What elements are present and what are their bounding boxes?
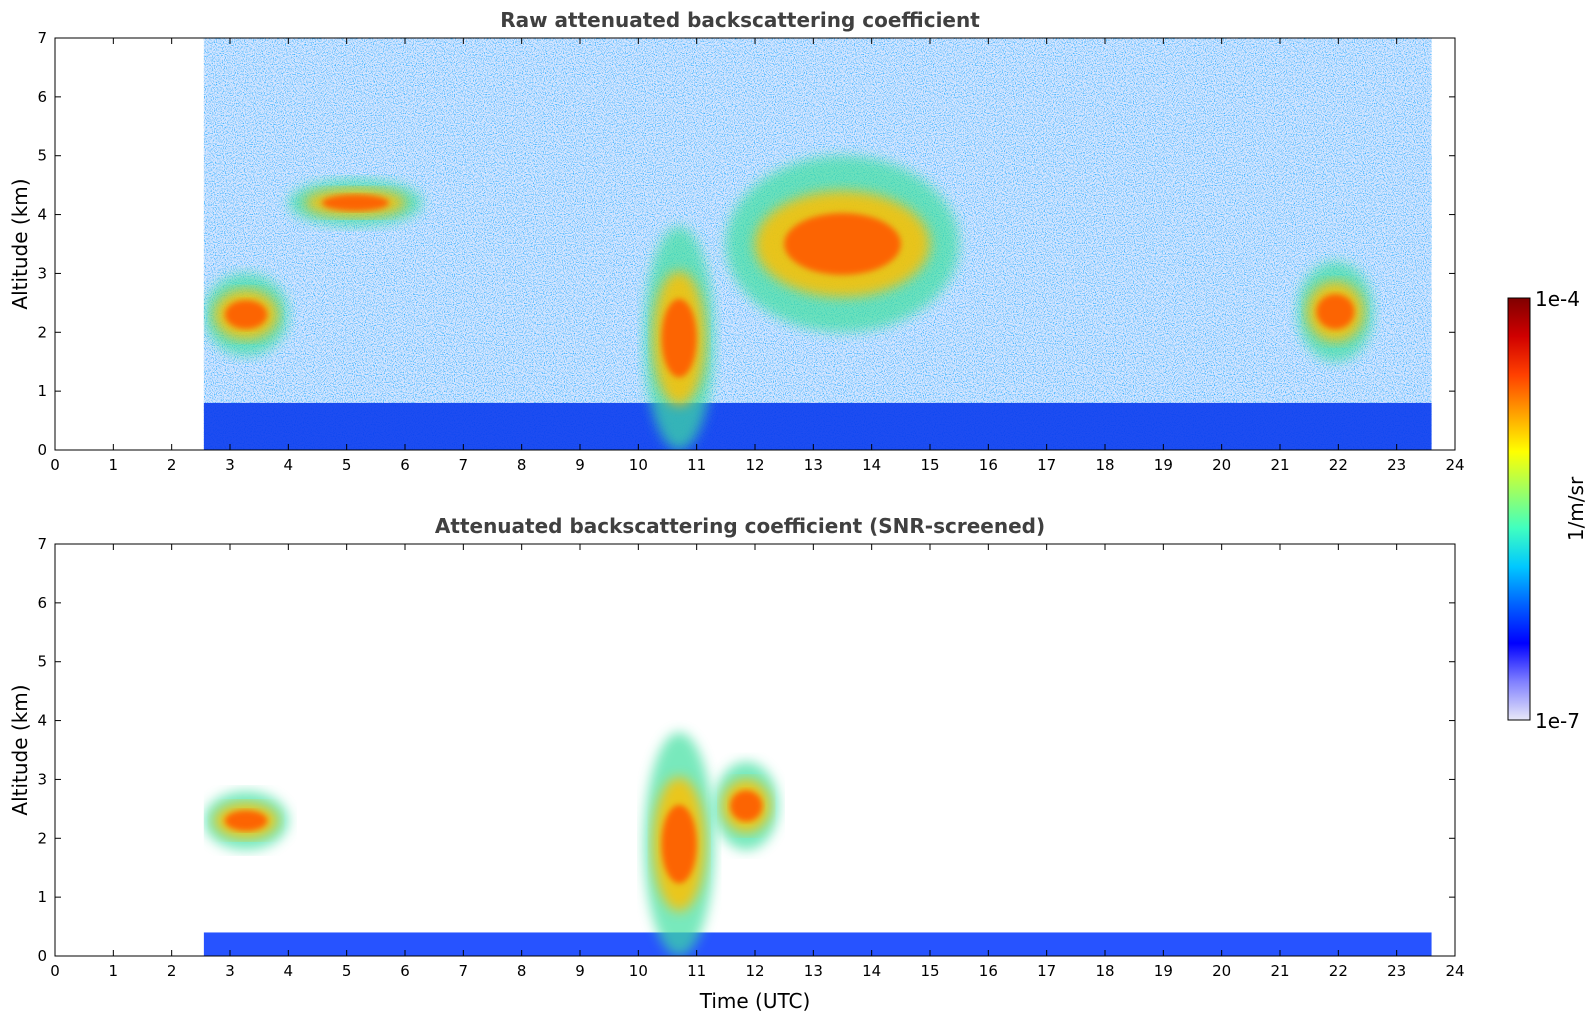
x-tick-label: 13 [804,456,823,474]
x-tick-label: 23 [1387,962,1406,980]
y-axis-label: Altitude (km) [8,684,32,815]
chart-raw-backscatter: Raw attenuated backscattering coefficien… [8,8,1465,474]
x-tick-label: 2 [167,456,177,474]
y-tick-label: 6 [37,594,47,612]
x-tick-label: 14 [862,456,881,474]
cloud-layer-core [224,810,268,831]
x-tick-label: 2 [167,962,177,980]
y-tick-label: 6 [37,88,47,106]
x-tick-label: 21 [1270,456,1289,474]
y-tick-label: 0 [37,441,47,459]
cloud-layer-core [661,805,697,884]
colorbar: 1e-4 1e-7 1/m/sr [1507,287,1588,733]
x-tick-label: 0 [50,962,60,980]
x-tick-label: 11 [687,962,706,980]
x-tick-label: 10 [629,962,648,980]
x-tick-label: 19 [1154,456,1173,474]
x-tick-label: 10 [629,456,648,474]
chart-snr-screened-backscatter: Attenuated backscattering coefficient (S… [8,514,1465,1013]
x-tick-label: 21 [1270,962,1289,980]
y-tick-label: 1 [37,382,47,400]
y-tick-label: 5 [37,653,47,671]
colorbar-min-label: 1e-7 [1535,709,1580,733]
x-axis-label: Time (UTC) [699,989,811,1013]
x-tick-label: 18 [1095,962,1114,980]
x-tick-label: 3 [225,962,235,980]
y-tick-label: 2 [37,829,47,847]
x-tick-label: 4 [284,456,294,474]
y-tick-label: 7 [37,535,47,553]
x-tick-label: 6 [400,962,410,980]
x-tick-label: 8 [517,456,527,474]
x-tick-label: 12 [745,456,764,474]
x-tick-label: 5 [342,456,352,474]
x-tick-label: 1 [109,962,119,980]
x-tick-label: 16 [979,456,998,474]
x-tick-label: 7 [459,456,469,474]
y-tick-label: 1 [37,888,47,906]
x-tick-label: 15 [920,962,939,980]
x-tick-label: 17 [1037,962,1056,980]
x-tick-label: 11 [687,456,706,474]
x-tick-label: 17 [1037,456,1056,474]
x-tick-label: 16 [979,962,998,980]
x-tick-label: 13 [804,962,823,980]
chart-title: Raw attenuated backscattering coefficien… [500,8,980,32]
y-tick-label: 0 [37,947,47,965]
x-tick-label: 22 [1329,456,1348,474]
y-tick-label: 7 [37,29,47,47]
x-tick-label: 9 [575,456,585,474]
x-tick-label: 5 [342,962,352,980]
plot-area [203,732,1432,956]
y-tick-label: 3 [37,264,47,282]
x-tick-label: 14 [862,962,881,980]
cloud-layer-core [1316,294,1355,330]
x-tick-label: 3 [225,456,235,474]
x-tick-label: 24 [1445,962,1464,980]
x-ticks: 0 1 2 3 4 5 6 7 8 9 10 11 12 13 14 15 16 17 18 19 20 21 22 23 24 [50,544,1465,980]
x-tick-label: 0 [50,456,60,474]
x-ticks: 0 1 2 3 4 5 6 7 8 9 10 11 12 13 14 15 16 17 18 19 20 21 22 23 24 [50,38,1465,474]
colorbar-max-label: 1e-4 [1535,287,1580,311]
x-tick-label: 6 [400,456,410,474]
x-tick-label: 20 [1212,456,1231,474]
axes-frame [54,543,1456,957]
y-tick-label: 5 [37,147,47,165]
y-tick-label: 4 [37,206,47,224]
cloud-layer-core [321,194,389,212]
cloud-layer-core [661,299,697,378]
y-ticks: 0 1 2 3 4 5 6 7 [37,535,1455,965]
x-tick-label: 23 [1387,456,1406,474]
x-tick-label: 20 [1212,962,1231,980]
colorbar-scale [1507,297,1531,721]
x-tick-label: 15 [920,456,939,474]
x-tick-label: 19 [1154,962,1173,980]
cloud-layer-core [730,790,763,822]
y-tick-label: 3 [37,770,47,788]
y-tick-label: 4 [37,712,47,730]
y-axis-label: Altitude (km) [8,178,32,309]
x-tick-label: 4 [284,962,294,980]
x-tick-label: 9 [575,962,585,980]
y-tick-label: 2 [37,323,47,341]
x-tick-label: 22 [1329,962,1348,980]
y-ticks: 0 1 2 3 4 5 6 7 [37,29,1455,459]
x-tick-label: 8 [517,962,527,980]
x-tick-label: 24 [1445,456,1464,474]
plot-area [203,38,1432,450]
x-tick-label: 12 [745,962,764,980]
chart-title: Attenuated backscattering coefficient (S… [435,514,1045,538]
cloud-layer-core [784,213,901,275]
x-tick-label: 7 [459,962,469,980]
x-tick-label: 1 [109,456,119,474]
colorbar-label: 1/m/sr [1564,476,1588,541]
x-tick-label: 18 [1095,456,1114,474]
boundary-layer [203,402,1432,450]
boundary-layer [203,932,1432,956]
cloud-layer-core [224,300,268,330]
